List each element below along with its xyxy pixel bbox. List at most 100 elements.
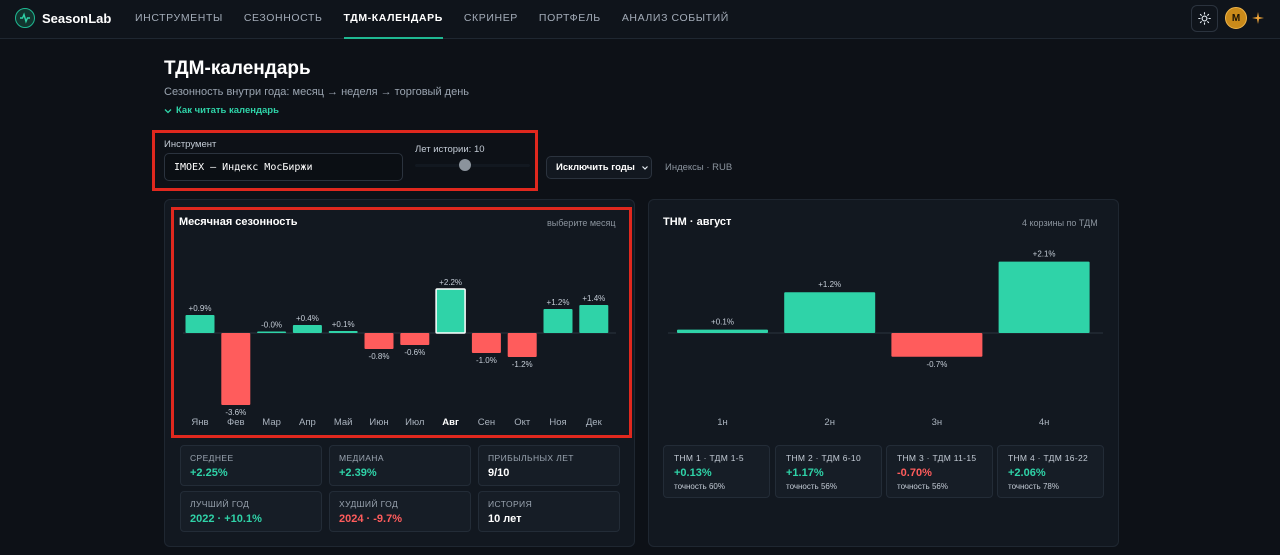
tdm-card-value: +0.13% bbox=[674, 467, 712, 479]
month-tick-label[interactable]: Июл bbox=[405, 417, 424, 428]
month-tick-label[interactable]: Дек bbox=[586, 417, 603, 428]
instrument-highlight-box bbox=[152, 130, 538, 191]
stat-value: +2.39% bbox=[339, 467, 377, 479]
month-value-label: -0.0% bbox=[261, 321, 282, 330]
stat-label: ЛУЧШИЙ ГОД bbox=[190, 499, 250, 509]
stat-label: МЕДИАНА bbox=[339, 453, 384, 463]
stat-card-best-year: ЛУЧШИЙ ГОД 2022 · +10.1% bbox=[180, 491, 322, 532]
week-tick-label: 4н bbox=[1039, 417, 1050, 428]
history-years-slider-handle[interactable] bbox=[459, 159, 471, 171]
instrument-label: Инструмент bbox=[164, 139, 217, 150]
nav-item-1[interactable]: ИНСТРУМЕНТЫ bbox=[135, 12, 223, 24]
week-bar-4[interactable] bbox=[998, 261, 1090, 333]
month-bar-4[interactable] bbox=[292, 325, 322, 333]
month-value-label: +1.4% bbox=[582, 294, 605, 303]
week-bar-1[interactable] bbox=[677, 329, 768, 333]
chevron-down-icon bbox=[164, 108, 172, 113]
month-tick-label[interactable]: Май bbox=[334, 417, 353, 428]
month-tick-label[interactable]: Янв bbox=[191, 417, 208, 428]
month-value-label: +2.2% bbox=[439, 278, 462, 287]
month-tick-label[interactable]: Апр bbox=[299, 417, 316, 428]
month-bar-10[interactable] bbox=[507, 333, 537, 357]
page-title: ТДМ-календарь bbox=[164, 58, 311, 79]
tdm-card-label: ТНМ 2 · ТДМ 6-10 bbox=[786, 453, 861, 463]
month-bar-9[interactable] bbox=[471, 333, 501, 353]
month-tick-label[interactable]: Окт bbox=[514, 417, 531, 428]
tdm-chart-hint: 4 корзины по ТДМ bbox=[1022, 218, 1098, 228]
nav-item-3[interactable]: ТДМ-КАЛЕНДАРЬ bbox=[343, 0, 443, 39]
week-tick-label: 1н bbox=[717, 417, 728, 428]
nav-item-4[interactable]: СКРИНЕР bbox=[463, 12, 518, 24]
nav-item-5[interactable]: ПОРТФЕЛЬ bbox=[538, 12, 601, 24]
month-value-label: +0.4% bbox=[296, 314, 319, 323]
instrument-input[interactable]: IMOEX — Индекс МосБиржи bbox=[164, 153, 403, 181]
month-bar-6[interactable] bbox=[364, 333, 394, 349]
exclude-years-dropdown[interactable]: Исключить годы bbox=[546, 156, 652, 179]
week-tick-label: 2н bbox=[824, 417, 835, 428]
week-bar-3[interactable] bbox=[891, 333, 983, 357]
week-bar-2[interactable] bbox=[784, 292, 876, 333]
avatar[interactable]: M bbox=[1225, 7, 1247, 29]
month-value-label: +1.2% bbox=[547, 298, 570, 307]
week-tick-label: 3н bbox=[932, 417, 943, 428]
tdm-card-label: ТНМ 3 · ТДМ 11-15 bbox=[897, 453, 977, 463]
stat-card-history: ИСТОРИЯ 10 лет bbox=[478, 491, 620, 532]
month-value-label: -0.6% bbox=[404, 348, 425, 357]
stat-card-worst-year: ХУДШИЙ ГОД 2024 · -9.7% bbox=[329, 491, 471, 532]
instrument-meta: Индексы · RUB bbox=[665, 162, 733, 173]
page-subtitle: Сезонность внутри года: месяц → неделя →… bbox=[164, 86, 470, 98]
theme-toggle-button[interactable] bbox=[1191, 5, 1218, 32]
stat-card-mean: СРЕДНЕЕ +2.25% bbox=[180, 445, 322, 486]
nav-item-2[interactable]: СЕЗОННОСТЬ bbox=[243, 12, 323, 24]
week-value-label: -0.7% bbox=[926, 360, 947, 369]
logo[interactable]: SeasonLab bbox=[15, 8, 111, 28]
month-tick-label[interactable]: Сен bbox=[478, 417, 495, 428]
month-bar-12[interactable] bbox=[579, 305, 609, 333]
week-value-label: +1.2% bbox=[818, 280, 841, 289]
month-tick-label[interactable]: Авг bbox=[442, 417, 459, 428]
main-nav: ИНСТРУМЕНТЫ СЕЗОННОСТЬ ТДМ-КАЛЕНДАРЬ СКРИНЕ… bbox=[135, 0, 750, 39]
month-bar-8[interactable] bbox=[435, 288, 466, 334]
stat-value: +2.25% bbox=[190, 467, 228, 479]
nav-item-6[interactable]: АНАЛИЗ СОБЫТИЙ bbox=[621, 12, 729, 24]
month-value-label: -1.2% bbox=[512, 360, 533, 369]
tdm-card-value: -0.70% bbox=[897, 467, 932, 479]
tdm-card-value: +2.06% bbox=[1008, 467, 1046, 479]
month-bar-2[interactable] bbox=[221, 333, 251, 405]
month-value-label: +0.1% bbox=[332, 320, 355, 329]
month-tick-label[interactable]: Ноя bbox=[549, 417, 566, 428]
logo-icon bbox=[15, 8, 35, 28]
tdm-card-1: ТНМ 1 · ТДМ 1-5 +0.13% точность 60% bbox=[663, 445, 770, 498]
sparkle-icon[interactable] bbox=[1251, 11, 1265, 25]
stat-label: СРЕДНЕЕ bbox=[190, 453, 234, 463]
tdm-card-2: ТНМ 2 · ТДМ 6-10 +1.17% точность 56% bbox=[775, 445, 882, 498]
monthly-chart-hint: выберите месяц bbox=[547, 218, 616, 228]
tdm-card-label: ТНМ 1 · ТДМ 1-5 bbox=[674, 453, 744, 463]
stat-value: 9/10 bbox=[488, 467, 510, 479]
month-tick-label[interactable]: Июн bbox=[369, 417, 388, 428]
tdm-card-accuracy: точность 60% bbox=[674, 482, 725, 491]
tdm-card-3: ТНМ 3 · ТДМ 11-15 -0.70% точность 56% bbox=[886, 445, 993, 498]
month-bar-1[interactable] bbox=[185, 315, 215, 333]
tdm-card-accuracy: точность 78% bbox=[1008, 482, 1059, 491]
stat-label: ИСТОРИЯ bbox=[488, 499, 533, 509]
month-bar-5[interactable] bbox=[328, 331, 358, 333]
month-value-label: +0.9% bbox=[189, 304, 212, 313]
stat-value: 2024 · -9.7% bbox=[339, 513, 402, 525]
history-years-slider[interactable] bbox=[415, 164, 530, 167]
month-bar-11[interactable] bbox=[543, 309, 573, 333]
how-to-read-link[interactable]: Как читать календарь bbox=[164, 105, 279, 116]
month-value-label: -1.0% bbox=[476, 356, 497, 365]
tdm-card-value: +1.17% bbox=[786, 467, 824, 479]
month-tick-label[interactable]: Мар bbox=[262, 417, 281, 428]
tdm-card-accuracy: точность 56% bbox=[897, 482, 948, 491]
tdm-card-4: ТНМ 4 · ТДМ 16-22 +2.06% точность 78% bbox=[997, 445, 1104, 498]
stat-value: 2022 · +10.1% bbox=[190, 513, 262, 525]
chart-highlight-box bbox=[171, 207, 632, 438]
chevron-down-icon bbox=[641, 165, 648, 170]
month-bar-7[interactable] bbox=[400, 333, 430, 345]
month-tick-label[interactable]: Фев bbox=[227, 417, 245, 428]
month-bar-3[interactable] bbox=[257, 331, 287, 334]
